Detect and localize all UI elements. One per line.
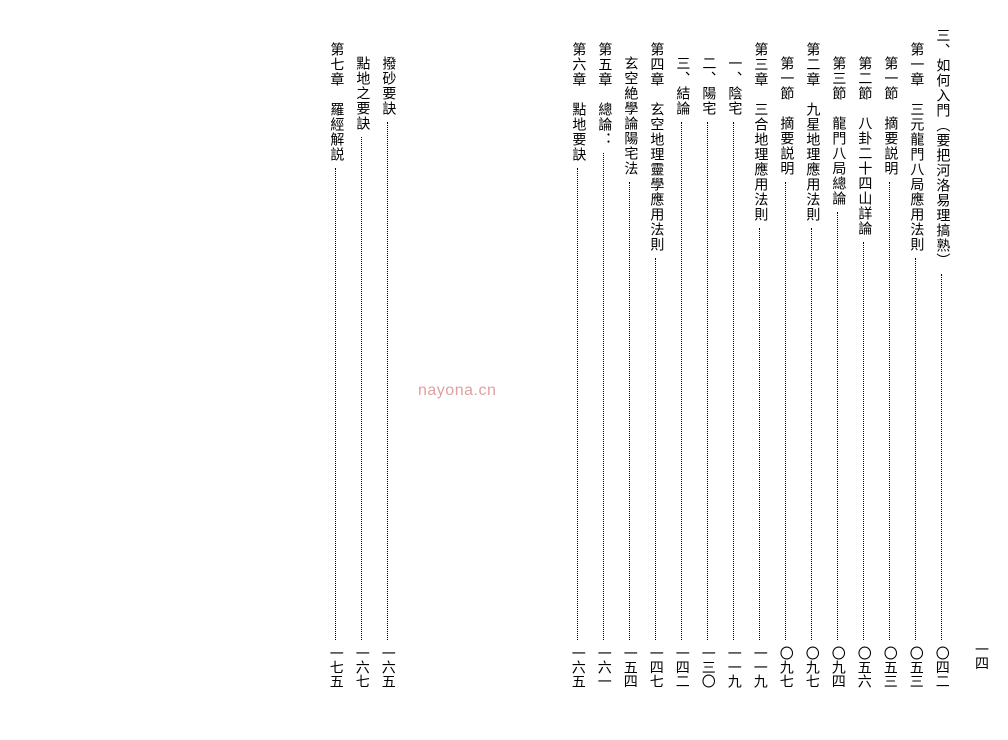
toc-page-number: 一一九 bbox=[751, 646, 766, 688]
leader-dots bbox=[759, 228, 760, 640]
toc-entry: 第六章 點地要訣一六五 bbox=[564, 28, 590, 688]
leader-dots bbox=[785, 182, 786, 640]
toc-entry: 玄空絶學論陽宅法一五四 bbox=[616, 28, 642, 688]
toc-title: 第一節 摘要説明 bbox=[881, 28, 898, 176]
left-page: 撥砂要訣一六五點地之要訣一六七第七章 羅經解説一七五 bbox=[280, 0, 400, 740]
leader-dots bbox=[603, 153, 604, 640]
leader-dots bbox=[577, 168, 578, 640]
leader-dots bbox=[361, 137, 362, 640]
watermark: nayona.cn bbox=[418, 382, 496, 400]
toc-page-number: 〇九四 bbox=[829, 646, 844, 688]
toc-page-number: 〇九七 bbox=[803, 646, 818, 688]
toc-page-number: 一四七 bbox=[647, 646, 662, 688]
toc-title: 第三節 龍門八局總論 bbox=[829, 28, 846, 206]
toc-page-number: 〇五六 bbox=[855, 646, 870, 688]
toc-title: 第二章 九星地理應用法則 bbox=[803, 28, 820, 222]
toc-page-number: 一七五 bbox=[327, 646, 342, 688]
leader-dots bbox=[629, 182, 630, 640]
leader-dots bbox=[915, 258, 916, 640]
toc-page-number: 一六五 bbox=[379, 646, 394, 688]
toc-entry: 三、如何入門（要把河洛易理搞熟） 〇四二 bbox=[928, 28, 954, 688]
page-number: 一四 bbox=[970, 642, 990, 670]
toc-page-number: 〇五三 bbox=[881, 646, 896, 688]
leader-dots bbox=[707, 122, 708, 640]
toc-title: 三、如何入門（要把河洛易理搞熟） bbox=[933, 28, 950, 268]
toc-title: 二、陽宅 bbox=[699, 28, 716, 116]
toc-entry: 第一節 摘要説明〇五三 bbox=[876, 28, 902, 688]
leader-dots bbox=[387, 122, 388, 640]
toc-entry: 第一章 三元龍門八局應用法則〇五三 bbox=[902, 28, 928, 688]
toc-page-number: 一一九 bbox=[725, 646, 740, 688]
leader-dots bbox=[733, 122, 734, 640]
toc-entry: 第二章 九星地理應用法則〇九七 bbox=[798, 28, 824, 688]
toc-title: 玄空絶學論陽宅法 bbox=[621, 28, 638, 176]
leader-dots bbox=[335, 168, 336, 640]
toc-title: 一、陰宅 bbox=[725, 28, 742, 116]
toc-page-number: 一六五 bbox=[569, 646, 584, 688]
toc-entry: 撥砂要訣一六五 bbox=[374, 28, 400, 688]
toc-entry: 二、陽宅一三〇 bbox=[694, 28, 720, 688]
leader-dots bbox=[811, 228, 812, 640]
leader-dots bbox=[837, 212, 838, 640]
toc-entry: 第三節 龍門八局總論〇九四 bbox=[824, 28, 850, 688]
toc-page-number: 〇九七 bbox=[777, 646, 792, 688]
toc-entry: 三、結論一四二 bbox=[668, 28, 694, 688]
leader-dots bbox=[889, 182, 890, 640]
toc-entry: 一、陰宅一一九 bbox=[720, 28, 746, 688]
toc-entry: 第五章 總論： 一六一 bbox=[590, 28, 616, 688]
leader-dots bbox=[941, 274, 942, 640]
toc-entry: 第四章 玄空地理靈學應用法則一四七 bbox=[642, 28, 668, 688]
toc-page-number: 一六一 bbox=[595, 646, 610, 688]
right-page: 三、如何入門（要把河洛易理搞熟）〇四二第一章 三元龍門八局應用法則〇五三第一節 … bbox=[514, 0, 954, 740]
toc-title: 第三章 三合地理應用法則 bbox=[751, 28, 768, 222]
toc-title: 第一章 三元龍門八局應用法則 bbox=[907, 28, 924, 252]
toc-title: 點地之要訣 bbox=[353, 28, 370, 131]
toc-page-number: 一四二 bbox=[673, 646, 688, 688]
toc-title: 第一節 摘要説明 bbox=[777, 28, 794, 176]
toc-page-number: 一五四 bbox=[621, 646, 636, 688]
toc-entry: 第一節 摘要説明〇九七 bbox=[772, 28, 798, 688]
leader-dots bbox=[863, 242, 864, 640]
toc-page-number: 〇五三 bbox=[907, 646, 922, 688]
toc-title: 第六章 點地要訣 bbox=[569, 28, 586, 162]
toc-title: 撥砂要訣 bbox=[379, 28, 396, 116]
leader-dots bbox=[655, 258, 656, 640]
toc-entry: 第七章 羅經解説一七五 bbox=[322, 28, 348, 688]
toc-entry: 第二節 八卦二十四山詳論〇五六 bbox=[850, 28, 876, 688]
toc-entry: 第三章 三合地理應用法則一一九 bbox=[746, 28, 772, 688]
toc-title: 第二節 八卦二十四山詳論 bbox=[855, 28, 872, 236]
leader-dots bbox=[681, 122, 682, 640]
toc-title: 第五章 總論： bbox=[595, 28, 612, 147]
toc-page-number: 一六七 bbox=[353, 646, 368, 688]
toc-title: 第四章 玄空地理靈學應用法則 bbox=[647, 28, 664, 252]
toc-entry: 點地之要訣一六七 bbox=[348, 28, 374, 688]
toc-title: 第七章 羅經解説 bbox=[327, 28, 344, 162]
toc-title: 三、結論 bbox=[673, 28, 690, 116]
toc-page-number: 一三〇 bbox=[699, 646, 714, 688]
toc-page-number: 〇四二 bbox=[933, 646, 948, 688]
